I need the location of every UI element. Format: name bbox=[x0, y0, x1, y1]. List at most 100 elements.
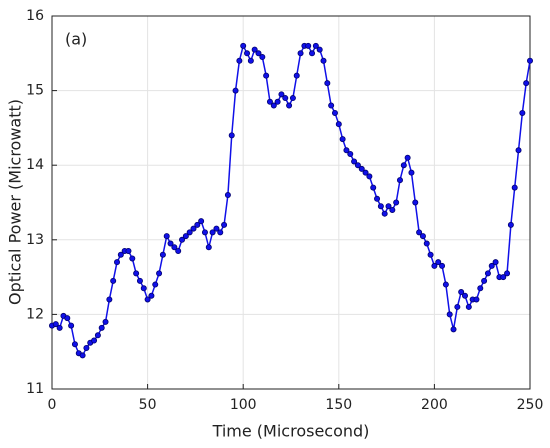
y-tick-label: 11 bbox=[26, 381, 44, 397]
data-point bbox=[232, 87, 239, 94]
x-tick-label: 0 bbox=[48, 397, 57, 413]
data-point bbox=[205, 244, 212, 251]
data-point bbox=[374, 195, 381, 202]
data-point bbox=[266, 98, 273, 105]
data-point bbox=[370, 184, 377, 191]
data-point bbox=[102, 318, 109, 325]
annotation: (a) bbox=[65, 30, 87, 49]
y-tick-label: 12 bbox=[26, 306, 44, 322]
data-point bbox=[347, 151, 354, 158]
data-point bbox=[171, 244, 178, 251]
y-tick-label: 15 bbox=[26, 83, 44, 99]
y-tick-label: 13 bbox=[26, 232, 44, 248]
data-point bbox=[461, 292, 468, 299]
data-point bbox=[263, 72, 270, 79]
data-point bbox=[64, 315, 71, 322]
data-point bbox=[458, 289, 465, 296]
data-point bbox=[320, 57, 327, 64]
data-point bbox=[117, 251, 124, 258]
data-point bbox=[335, 121, 342, 128]
data-point bbox=[251, 46, 258, 53]
data-point bbox=[527, 57, 534, 64]
data-point bbox=[481, 277, 488, 284]
data-point bbox=[519, 109, 526, 116]
data-point bbox=[106, 296, 113, 303]
data-point bbox=[201, 229, 208, 236]
data-point bbox=[396, 177, 403, 184]
data-point bbox=[312, 42, 319, 49]
data-point bbox=[52, 321, 59, 328]
data-point bbox=[362, 169, 369, 176]
data-point bbox=[144, 296, 151, 303]
data-point bbox=[274, 98, 281, 105]
data-point bbox=[354, 162, 361, 169]
data-point bbox=[404, 154, 411, 161]
data-point bbox=[400, 162, 407, 169]
data-point bbox=[286, 102, 293, 109]
data-point bbox=[446, 311, 453, 318]
y-tick-label: 16 bbox=[26, 8, 44, 24]
data-point bbox=[377, 203, 384, 210]
data-point bbox=[129, 255, 136, 262]
data-point bbox=[293, 72, 300, 79]
data-point bbox=[198, 218, 205, 225]
data-point bbox=[385, 203, 392, 210]
data-point bbox=[423, 240, 430, 247]
data-point bbox=[133, 270, 140, 277]
data-point bbox=[217, 229, 224, 236]
data-point bbox=[431, 262, 438, 269]
data-point bbox=[465, 303, 472, 310]
data-point bbox=[523, 80, 530, 87]
data-point bbox=[504, 270, 511, 277]
data-point bbox=[515, 147, 522, 154]
x-tick-label: 200 bbox=[421, 397, 448, 413]
x-tick-label: 50 bbox=[139, 397, 157, 413]
data-point bbox=[213, 225, 220, 232]
data-point bbox=[255, 50, 262, 57]
data-point bbox=[136, 277, 143, 284]
data-point bbox=[83, 344, 90, 351]
data-point bbox=[182, 233, 189, 240]
data-point bbox=[236, 57, 243, 64]
x-tick-label: 250 bbox=[517, 397, 544, 413]
data-point bbox=[175, 247, 182, 254]
data-point bbox=[351, 158, 358, 165]
data-point bbox=[511, 184, 518, 191]
data-point bbox=[94, 332, 101, 339]
data-point bbox=[71, 341, 78, 348]
data-point bbox=[331, 109, 338, 116]
y-tick-label: 14 bbox=[26, 157, 44, 173]
data-point bbox=[152, 281, 159, 288]
data-point bbox=[454, 303, 461, 310]
data-point bbox=[442, 281, 449, 288]
data-point bbox=[110, 277, 117, 284]
data-point bbox=[91, 337, 98, 344]
data-point bbox=[473, 296, 480, 303]
data-point bbox=[228, 132, 235, 139]
data-point bbox=[259, 54, 266, 61]
data-point bbox=[148, 292, 155, 299]
data-point bbox=[79, 352, 86, 359]
data-point bbox=[179, 236, 186, 243]
data-point bbox=[56, 324, 63, 331]
data-point bbox=[484, 270, 491, 277]
data-point bbox=[419, 233, 426, 240]
data-point bbox=[278, 91, 285, 98]
x-axis-label: Time (Microsecond) bbox=[212, 422, 370, 441]
data-point bbox=[270, 102, 277, 109]
data-point bbox=[221, 221, 228, 228]
data-point bbox=[439, 262, 446, 269]
data-point bbox=[500, 274, 507, 281]
data-point bbox=[477, 285, 484, 292]
data-point bbox=[416, 229, 423, 236]
data-point bbox=[68, 322, 75, 329]
data-point bbox=[343, 147, 350, 154]
plot-frame bbox=[51, 15, 531, 390]
data-point bbox=[244, 50, 251, 57]
data-point bbox=[435, 259, 442, 266]
data-point bbox=[159, 251, 166, 258]
data-point bbox=[167, 240, 174, 247]
data-point bbox=[163, 233, 170, 240]
data-point bbox=[427, 251, 434, 258]
